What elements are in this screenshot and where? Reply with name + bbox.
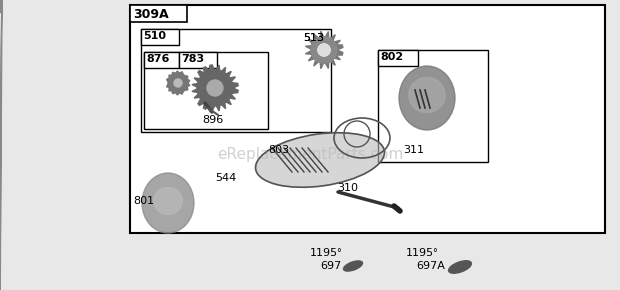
Circle shape	[311, 37, 337, 63]
Text: 783: 783	[181, 54, 204, 64]
Text: 544: 544	[215, 173, 236, 183]
Ellipse shape	[409, 77, 445, 113]
Bar	[130, 5, 605, 233]
Bar	[144, 52, 179, 68]
Polygon shape	[0, 1, 2, 290]
Circle shape	[318, 44, 330, 56]
Bar	[179, 52, 217, 68]
Text: °: °	[336, 248, 341, 258]
Text: 513: 513	[303, 33, 324, 43]
Text: 802: 802	[380, 52, 403, 62]
Polygon shape	[306, 31, 343, 69]
Polygon shape	[0, 0, 2, 13]
Bar	[141, 29, 179, 45]
Circle shape	[318, 44, 330, 56]
Bar	[378, 50, 488, 162]
Text: 311: 311	[403, 145, 424, 155]
Text: 876: 876	[146, 54, 169, 64]
Text: 1195: 1195	[310, 248, 338, 258]
Bar	[130, 5, 187, 22]
Bar	[141, 29, 331, 132]
Text: 697: 697	[320, 261, 341, 271]
Text: 310: 310	[337, 183, 358, 193]
Polygon shape	[167, 71, 190, 95]
Text: 803: 803	[268, 145, 289, 155]
Polygon shape	[192, 65, 238, 111]
Text: 896: 896	[202, 115, 223, 125]
Ellipse shape	[154, 188, 182, 215]
Ellipse shape	[142, 173, 194, 233]
Text: 513: 513	[303, 33, 324, 43]
Text: 801: 801	[133, 196, 154, 206]
Circle shape	[174, 79, 182, 87]
Ellipse shape	[255, 133, 384, 187]
Circle shape	[207, 80, 223, 96]
Ellipse shape	[449, 261, 471, 273]
Ellipse shape	[343, 261, 363, 271]
Text: 697A: 697A	[416, 261, 445, 271]
Text: 309A: 309A	[133, 8, 169, 21]
Bar	[378, 50, 418, 66]
Text: eReplacementParts.com: eReplacementParts.com	[217, 148, 403, 162]
Bar	[144, 52, 268, 129]
Polygon shape	[0, 0, 2, 13]
Ellipse shape	[399, 66, 455, 130]
Text: °: °	[432, 248, 436, 258]
Circle shape	[311, 37, 337, 63]
Text: 1195: 1195	[406, 248, 434, 258]
Text: 510: 510	[143, 31, 166, 41]
